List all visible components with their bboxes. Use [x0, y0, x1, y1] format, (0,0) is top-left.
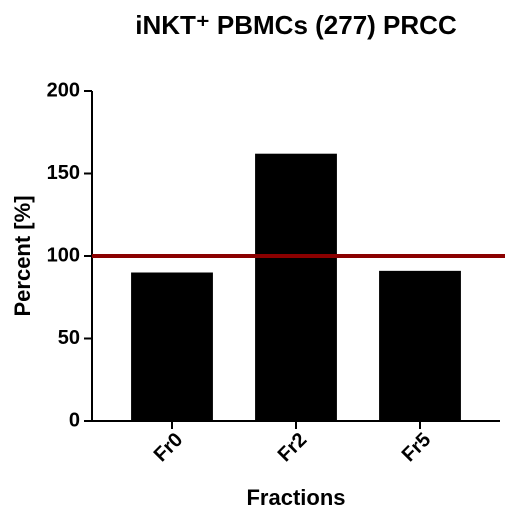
bar [379, 270, 461, 421]
bar [131, 272, 213, 421]
y-tick-label: 150 [47, 162, 80, 184]
x-tick-label: Fr0 [150, 429, 188, 467]
y-tick-label: 50 [58, 327, 80, 349]
x-tick-label: Fr2 [274, 429, 312, 467]
x-axis-label: Fractions [246, 485, 345, 510]
bar [255, 153, 337, 421]
y-tick-label: 100 [47, 244, 80, 266]
y-tick-label: 0 [69, 409, 80, 431]
y-axis-label: Percent [%] [10, 195, 35, 316]
x-tick-label: Fr5 [398, 429, 436, 467]
chart-title: iNKT⁺ PBMCs (277) PRCC [135, 10, 457, 40]
y-tick-label: 200 [47, 79, 80, 101]
